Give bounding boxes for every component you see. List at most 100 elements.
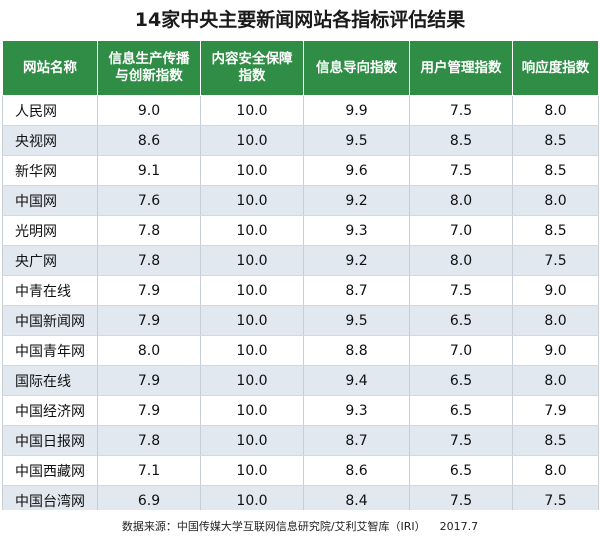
page-title: 14家中央主要新闻网站各指标评估结果	[134, 9, 466, 31]
header-row: 网站名称 信息生产传播与创新指数 内容安全保障指数 信息导向指数 用户管理指数 …	[2, 40, 599, 96]
score-cell: 10.0	[200, 245, 304, 276]
score-cell: 7.8	[97, 425, 201, 456]
score-cell: 7.5	[409, 425, 513, 456]
score-cell: 9.2	[303, 185, 410, 216]
score-cell: 8.5	[409, 125, 513, 156]
site-name-cell: 中国日报网	[2, 425, 98, 456]
score-cell: 8.6	[303, 455, 410, 486]
score-cell: 10.0	[200, 125, 304, 156]
score-cell: 7.9	[97, 275, 201, 306]
score-cell: 9.3	[303, 215, 410, 246]
site-name-cell: 光明网	[2, 215, 98, 246]
index-table: 网站名称 信息生产传播与创新指数 内容安全保障指数 信息导向指数 用户管理指数 …	[2, 40, 599, 516]
score-cell: 7.9	[97, 395, 201, 426]
score-cell: 10.0	[200, 215, 304, 246]
column-header: 内容安全保障指数	[200, 40, 304, 96]
score-cell: 10.0	[200, 95, 304, 126]
score-cell: 9.5	[303, 125, 410, 156]
score-cell: 10.0	[200, 365, 304, 396]
score-cell: 9.3	[303, 395, 410, 426]
score-cell: 7.5	[512, 245, 599, 276]
score-cell: 8.8	[303, 335, 410, 366]
score-cell: 8.0	[512, 95, 599, 126]
table-row: 中国经济网 7.9 10.0 9.3 6.5 7.9	[2, 395, 599, 426]
site-name-cell: 中国台湾网	[2, 485, 98, 516]
score-cell: 9.4	[303, 365, 410, 396]
table-row: 中国网 7.6 10.0 9.2 8.0 8.0	[2, 185, 599, 216]
score-cell: 9.0	[512, 335, 599, 366]
column-header: 响应度指数	[512, 40, 599, 96]
score-cell: 10.0	[200, 275, 304, 306]
score-cell: 7.5	[409, 275, 513, 306]
site-name-cell: 国际在线	[2, 365, 98, 396]
site-name-cell: 新华网	[2, 155, 98, 186]
score-cell: 6.5	[409, 305, 513, 336]
site-name-cell: 央广网	[2, 245, 98, 276]
score-cell: 8.0	[512, 185, 599, 216]
table-row: 人民网 9.0 10.0 9.9 7.5 8.0	[2, 95, 599, 126]
table-body: 人民网 9.0 10.0 9.9 7.5 8.0 央视网 8.6 10.0 9.5 8.5 8.5 新华…	[2, 95, 599, 516]
site-name-cell: 人民网	[2, 95, 98, 126]
table-row: 中国新闻网 7.9 10.0 9.5 6.5 8.0	[2, 305, 599, 336]
score-cell: 7.0	[409, 335, 513, 366]
score-cell: 10.0	[200, 305, 304, 336]
score-cell: 7.9	[97, 365, 201, 396]
score-cell: 7.8	[97, 245, 201, 276]
table-row: 新华网 9.1 10.0 9.6 7.5 8.5	[2, 155, 599, 186]
table-row: 中国日报网 7.8 10.0 8.7 7.5 8.5	[2, 425, 599, 456]
score-cell: 6.5	[409, 395, 513, 426]
score-cell: 8.6	[97, 125, 201, 156]
score-cell: 10.0	[200, 185, 304, 216]
table-header: 网站名称 信息生产传播与创新指数 内容安全保障指数 信息导向指数 用户管理指数 …	[2, 40, 599, 96]
score-cell: 7.6	[97, 185, 201, 216]
score-cell: 6.5	[409, 365, 513, 396]
table-row: 中青在线 7.9 10.0 8.7 7.5 9.0	[2, 275, 599, 306]
date-text: 2017.7	[439, 520, 479, 533]
table-row: 光明网 7.8 10.0 9.3 7.0 8.5	[2, 215, 599, 246]
score-cell: 10.0	[200, 335, 304, 366]
score-cell: 8.7	[303, 275, 410, 306]
source-note: 数据来源：中国传媒大学互联网信息研究院/艾利艾智库（IRI） 2017.7	[0, 510, 600, 544]
table-row: 央广网 7.8 10.0 9.2 8.0 7.5	[2, 245, 599, 276]
column-header: 用户管理指数	[409, 40, 513, 96]
score-cell: 8.5	[512, 215, 599, 246]
score-cell: 8.5	[512, 425, 599, 456]
score-cell: 8.0	[512, 365, 599, 396]
score-cell: 8.5	[512, 155, 599, 186]
site-name-cell: 中国经济网	[2, 395, 98, 426]
score-cell: 8.0	[409, 185, 513, 216]
table-row: 中国西藏网 7.1 10.0 8.6 6.5 8.0	[2, 455, 599, 486]
score-cell: 7.9	[512, 395, 599, 426]
score-cell: 9.6	[303, 155, 410, 186]
score-cell: 9.5	[303, 305, 410, 336]
site-name-cell: 中青在线	[2, 275, 98, 306]
score-cell: 7.0	[409, 215, 513, 246]
score-cell: 7.9	[97, 305, 201, 336]
score-cell: 9.1	[97, 155, 201, 186]
score-cell: 6.5	[409, 455, 513, 486]
score-cell: 7.1	[97, 455, 201, 486]
table-row: 中国青年网 8.0 10.0 8.8 7.0 9.0	[2, 335, 599, 366]
score-cell: 7.5	[409, 95, 513, 126]
score-cell: 8.0	[409, 245, 513, 276]
column-header: 信息生产传播与创新指数	[97, 40, 201, 96]
site-name-cell: 中国西藏网	[2, 455, 98, 486]
column-header: 网站名称	[2, 40, 98, 96]
site-name-cell: 中国网	[2, 185, 98, 216]
score-cell: 9.9	[303, 95, 410, 126]
score-cell: 10.0	[200, 455, 304, 486]
source-text: 数据来源：中国传媒大学互联网信息研究院/艾利艾智库（IRI）	[121, 520, 426, 533]
site-name-cell: 中国青年网	[2, 335, 98, 366]
score-cell: 8.0	[512, 305, 599, 336]
score-cell: 10.0	[200, 395, 304, 426]
score-cell: 7.8	[97, 215, 201, 246]
score-cell: 8.0	[97, 335, 201, 366]
score-cell: 10.0	[200, 425, 304, 456]
column-header: 信息导向指数	[303, 40, 410, 96]
table-row: 国际在线 7.9 10.0 9.4 6.5 8.0	[2, 365, 599, 396]
site-name-cell: 中国新闻网	[2, 305, 98, 336]
score-cell: 9.0	[512, 275, 599, 306]
score-cell: 10.0	[200, 155, 304, 186]
table-row: 央视网 8.6 10.0 9.5 8.5 8.5	[2, 125, 599, 156]
